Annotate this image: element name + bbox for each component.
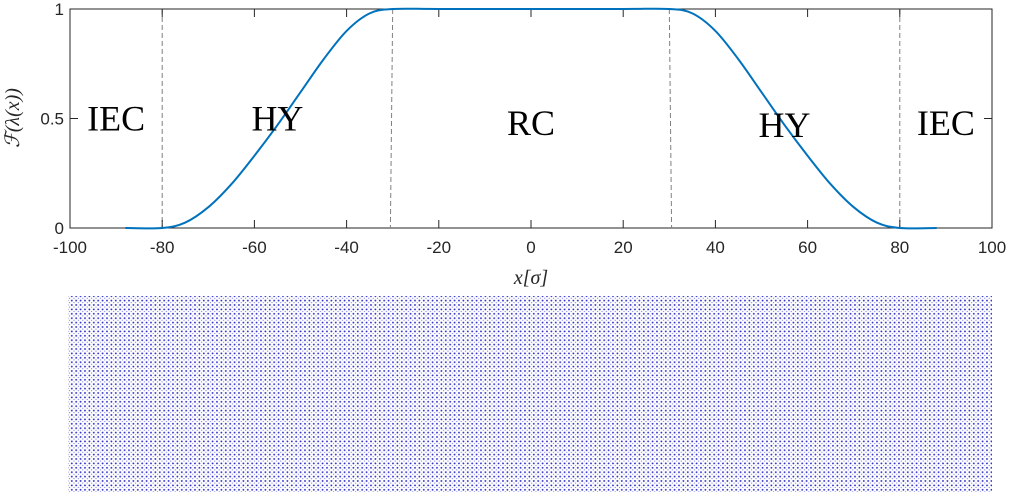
x-tick-label: 100 xyxy=(978,238,1006,257)
x-tick-label: -60 xyxy=(242,238,267,257)
region-label-iec: IEC xyxy=(87,99,145,139)
region-boundaries xyxy=(161,8,901,229)
particle-scatter xyxy=(68,296,992,492)
y-tick-label: 0 xyxy=(55,219,64,238)
region-labels: IEC HY RC HY IEC xyxy=(87,99,975,146)
x-tick-label: -40 xyxy=(334,238,359,257)
region-label-hy: HY xyxy=(251,99,303,139)
x-tick-label: 60 xyxy=(798,238,817,257)
x-tick-label: -100 xyxy=(53,238,87,257)
series-line xyxy=(125,7,937,230)
region-boundary-3 xyxy=(668,8,673,229)
region-label-iec: IEC xyxy=(917,103,975,143)
y-tick-label: 1 xyxy=(55,0,64,19)
line-plot: 00.51 -100 -80 -60 -40 -20 0 20 40 60 80 100 IEC HY… xyxy=(2,0,1006,289)
x-tick-label: 80 xyxy=(890,238,909,257)
x-axis-label: x[σ] xyxy=(513,267,548,289)
region-label-rc: RC xyxy=(507,103,555,143)
x-tick-label: -80 xyxy=(150,238,175,257)
x-tick-label: 40 xyxy=(706,238,725,257)
x-tick-label: 20 xyxy=(614,238,633,257)
y-axis-label: ℱ(λ(x)) xyxy=(2,88,24,148)
y-tick-label: 0.5 xyxy=(40,110,64,129)
region-boundary-2 xyxy=(389,8,394,229)
particle-field xyxy=(68,296,992,492)
x-tick-label: 0 xyxy=(526,238,535,257)
y-axis-ticks: 00.51 xyxy=(40,0,992,238)
region-label-hy: HY xyxy=(759,105,811,145)
x-tick-label: -20 xyxy=(427,238,452,257)
x-axis-ticks: -100 -80 -60 -40 -20 0 20 40 60 80 100 xyxy=(53,9,1006,257)
